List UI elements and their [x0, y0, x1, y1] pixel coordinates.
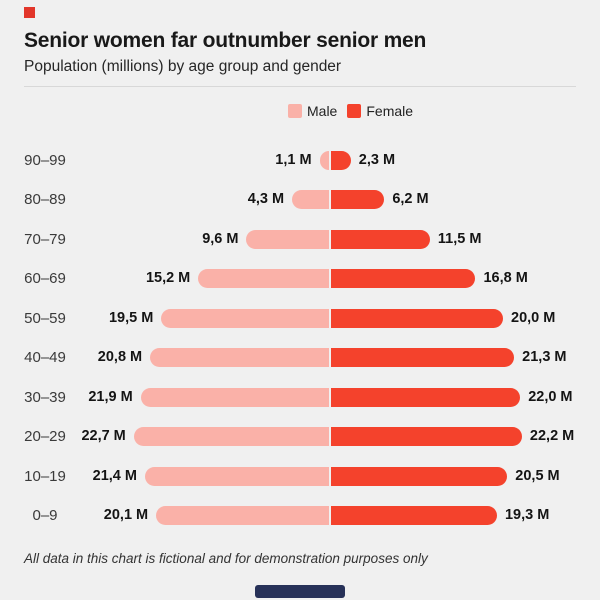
female-bar [331, 229, 430, 249]
legend: Male Female [288, 103, 413, 119]
age-group-label: 20–29 [24, 428, 66, 446]
male-value-label: 21,9 M [88, 388, 133, 405]
female-bar [331, 466, 508, 486]
male-bar [156, 505, 329, 525]
chart-row: 0–9 20,1 M 19,3 M [0, 505, 600, 525]
chart-row: 10–19 21,4 M 20,5 M [0, 466, 600, 486]
female-bar [331, 190, 385, 210]
male-value-label: 15,2 M [145, 270, 191, 287]
age-group-label: 50–59 [24, 309, 66, 327]
male-value-label: 1,1 M [275, 152, 312, 168]
chart-row: 50–59 19,5 M 20,0 M [0, 308, 600, 328]
female-bar [331, 505, 497, 525]
footnote: All data in this chart is fictional and … [24, 551, 428, 566]
brand-mark-square [24, 7, 35, 18]
female-value-label: 21,3 M [522, 349, 567, 366]
age-group-label: 90–99 [24, 152, 66, 169]
female-bar [331, 151, 351, 170]
legend-item-female: Female [347, 103, 413, 119]
male-value-label: 20,8 M [97, 349, 143, 366]
age-group-label: 80–89 [24, 191, 66, 209]
header-divider [24, 86, 576, 87]
male-value-label: 22,7 M [81, 428, 126, 445]
female-bar [331, 269, 476, 289]
chart-row: 20–29 22,7 M 22,2 M [0, 427, 600, 447]
female-value-label: 20,5 M [515, 467, 560, 484]
legend-item-male: Male [288, 103, 337, 119]
age-group-label: 30–39 [24, 388, 66, 406]
male-bar [198, 269, 329, 289]
female-value-label: 6,2 M [392, 191, 429, 208]
female-swatch-icon [347, 104, 362, 118]
female-bar [331, 348, 515, 368]
female-value-label: 20,0 M [511, 309, 556, 326]
female-bar [331, 427, 522, 447]
male-value-label: 4,3 M [247, 191, 285, 208]
male-swatch-icon [288, 104, 302, 118]
female-value-label: 11,5 M [437, 230, 482, 247]
male-bar [319, 151, 329, 170]
male-value-label: 19,5 M [108, 309, 154, 326]
age-group-label: 10–19 [24, 467, 66, 485]
chart-row: 80–89 4,3 M 6,2 M [0, 190, 600, 210]
chart-row: 40–49 20,8 M 21,3 M [0, 348, 600, 368]
male-bar [150, 348, 329, 368]
male-bar [246, 229, 329, 249]
male-bar [161, 308, 329, 328]
chart-row: 70–79 9,6 M 11,5 M [0, 229, 600, 249]
female-bar [331, 387, 521, 407]
male-bar [144, 466, 329, 486]
chart-row: 60–69 15,2 M 16,8 M [0, 269, 600, 289]
chart-row: 30–39 21,9 M 22,0 M [0, 387, 600, 407]
age-group-label: 0–9 [32, 506, 58, 524]
male-value-label: 21,4 M [92, 467, 137, 484]
female-value-label: 2,3 M [358, 152, 396, 168]
male-bar [133, 427, 329, 447]
age-group-label: 70–79 [24, 230, 66, 248]
age-group-label: 60–69 [24, 270, 66, 288]
male-value-label: 20,1 M [103, 506, 149, 523]
age-group-label: 40–49 [24, 349, 66, 367]
male-bar [140, 387, 329, 407]
female-value-label: 22,2 M [529, 428, 575, 445]
bottom-brand-bar [255, 585, 345, 598]
female-value-label: 16,8 M [483, 270, 528, 287]
chart-subtitle: Population (millions) by age group and g… [24, 58, 342, 75]
chart-row: 90–99 1,1 M 2,3 M [0, 151, 600, 170]
male-value-label: 9,6 M [202, 230, 239, 247]
female-value-label: 19,3 M [504, 506, 550, 523]
female-value-label: 22,0 M [528, 388, 573, 405]
legend-female-label: Female [366, 103, 414, 119]
female-bar [331, 308, 503, 328]
chart-title: Senior women far outnumber senior men [24, 29, 427, 52]
male-bar [292, 190, 329, 210]
legend-male-label: Male [307, 103, 338, 119]
